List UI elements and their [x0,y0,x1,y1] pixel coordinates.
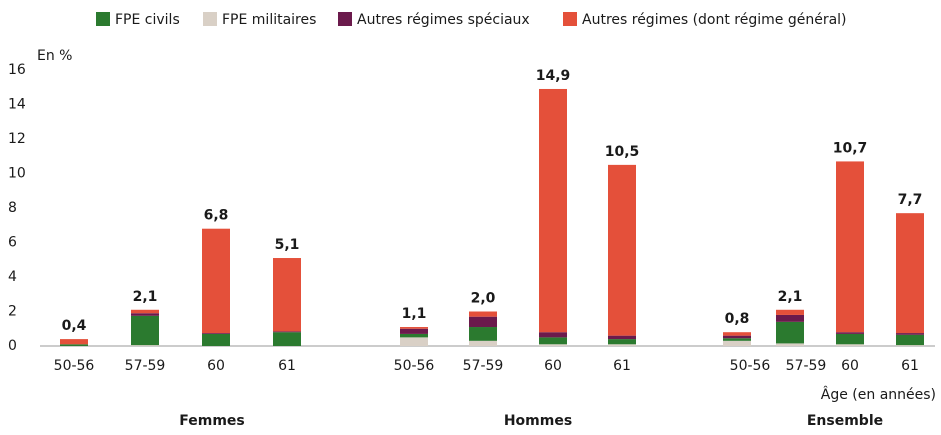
bar-segment [469,327,497,341]
bar-segment [400,327,428,329]
bar-segment [896,334,924,346]
x-tick-label: 61 [613,358,631,374]
x-tick-label: 57-59 [463,358,504,374]
bar-segment [202,333,230,346]
bar-segment [896,333,924,335]
legend-label: FPE militaires [222,12,316,28]
group-label: Femmes [179,413,245,429]
bar-segment [60,339,88,345]
total-label: 10,5 [605,144,640,160]
y-tick-label: 6 [8,235,17,251]
bar-segment [776,343,804,346]
bar-segment [723,340,751,346]
legend-label: Autres régimes spéciaux [357,12,530,28]
bar-segment [202,228,230,334]
y-axis-label: En % [37,48,72,64]
bar-segment [836,332,864,334]
bar-segment [273,331,301,333]
bar-segment [400,328,428,334]
bar-segment [608,335,636,340]
bar-segment [400,337,428,346]
total-label: 7,7 [898,192,923,208]
total-label: 10,7 [833,140,868,156]
x-tick-label: 60 [841,358,859,374]
total-label: 0,8 [725,311,750,327]
bar-segment [273,332,301,346]
x-tick-label: 57-59 [125,358,166,374]
legend-swatch [96,12,110,26]
bar-segment [539,344,567,346]
bar-segment [723,338,751,341]
bar-segment [836,344,864,346]
x-tick-label: 50-56 [54,358,95,374]
bar-segment [608,344,636,346]
bar-segment [608,164,636,336]
total-label: 0,4 [62,318,87,334]
bar-segment [836,333,864,345]
bar-segment [539,337,567,345]
x-axis-label: Âge (en années) [821,385,936,403]
legend-swatch [338,12,352,26]
total-label: 2,1 [778,289,803,305]
bar-segment [469,311,497,317]
bar-segment [469,340,497,346]
bar-segment [202,333,230,334]
y-tick-label: 8 [8,200,17,216]
bar-segment [539,88,567,333]
legend-swatch [203,12,217,26]
bar-segment [131,309,159,314]
bar-segment [60,344,88,346]
bar-segment [273,258,301,332]
x-tick-label: 50-56 [730,358,771,374]
x-tick-label: 60 [544,358,562,374]
y-tick-label: 10 [8,166,26,182]
y-tick-label: 2 [8,304,17,320]
group-label: Ensemble [807,413,883,429]
bar-segment [131,313,159,316]
group-label: Hommes [504,413,572,429]
total-label: 2,0 [471,291,496,307]
bar-segment [896,345,924,346]
bar-segment [776,309,804,315]
bar-segment [776,314,804,322]
total-label: 5,1 [275,237,300,253]
y-tick-label: 16 [8,62,26,78]
legend-label: FPE civils [115,12,180,28]
bar-segment [723,335,751,339]
total-label: 6,8 [204,208,229,224]
x-tick-label: 57-59 [786,358,827,374]
x-tick-label: 61 [278,358,296,374]
bar-segment [723,332,751,336]
x-tick-label: 61 [901,358,919,374]
bar-segment [469,316,497,328]
y-tick-label: 12 [8,131,26,147]
bar-segment [608,339,636,345]
bar-segment [131,315,159,346]
bar-segment [896,213,924,334]
legend: FPE civils FPE militaires Autres régimes… [96,12,847,28]
bar-segment [400,333,428,338]
bar-segment [836,161,864,333]
bar-segment [776,321,804,344]
y-tick-label: 0 [8,338,17,354]
x-tick-label: 50-56 [394,358,435,374]
y-tick-label: 14 [8,97,26,113]
bar-segment [131,345,159,346]
legend-swatch [563,12,577,26]
bar-segment [539,332,567,338]
x-tick-label: 60 [207,358,225,374]
total-label: 2,1 [133,289,158,305]
total-label: 1,1 [402,306,427,322]
legend-label: Autres régimes (dont régime général) [582,12,847,28]
total-label: 14,9 [536,68,571,84]
y-tick-label: 4 [8,269,17,285]
